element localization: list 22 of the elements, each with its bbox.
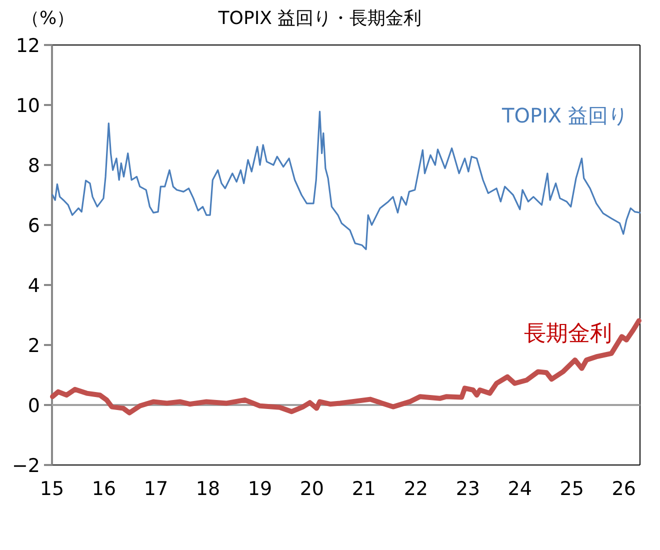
- x-tick-label: 23: [456, 478, 480, 500]
- y-tick-label: 2: [28, 335, 40, 357]
- x-tick-label: 21: [352, 478, 376, 500]
- y-tick-label: 10: [16, 95, 40, 117]
- y-tick-label: 8: [28, 155, 40, 177]
- y-tick-label: 4: [28, 275, 40, 297]
- y-tick-label: −2: [12, 455, 40, 477]
- x-tick-label: 22: [404, 478, 428, 500]
- y-tick-label: 6: [28, 215, 40, 237]
- x-tick-label: 20: [300, 478, 324, 500]
- y-tick-label: 12: [16, 35, 40, 57]
- x-tick-label: 18: [196, 478, 220, 500]
- x-tick-label: 16: [92, 478, 116, 500]
- y-tick-label: 0: [28, 395, 40, 417]
- ylabel: （%）: [21, 8, 75, 29]
- x-tick-label: 26: [612, 478, 636, 500]
- x-tick-label: 25: [560, 478, 584, 500]
- title: TOPIX 益回り・長期金利: [218, 8, 422, 29]
- x-tick-label: 17: [144, 478, 168, 500]
- x-tick-label: 15: [40, 478, 64, 500]
- x-tick-label: 24: [508, 478, 532, 500]
- x-tick-label: 19: [248, 478, 272, 500]
